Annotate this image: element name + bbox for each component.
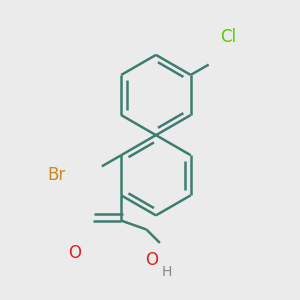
Text: O: O bbox=[145, 251, 158, 269]
Text: H: H bbox=[161, 265, 172, 279]
Text: Cl: Cl bbox=[220, 28, 236, 46]
Text: Br: Br bbox=[47, 166, 65, 184]
Text: O: O bbox=[68, 244, 81, 262]
